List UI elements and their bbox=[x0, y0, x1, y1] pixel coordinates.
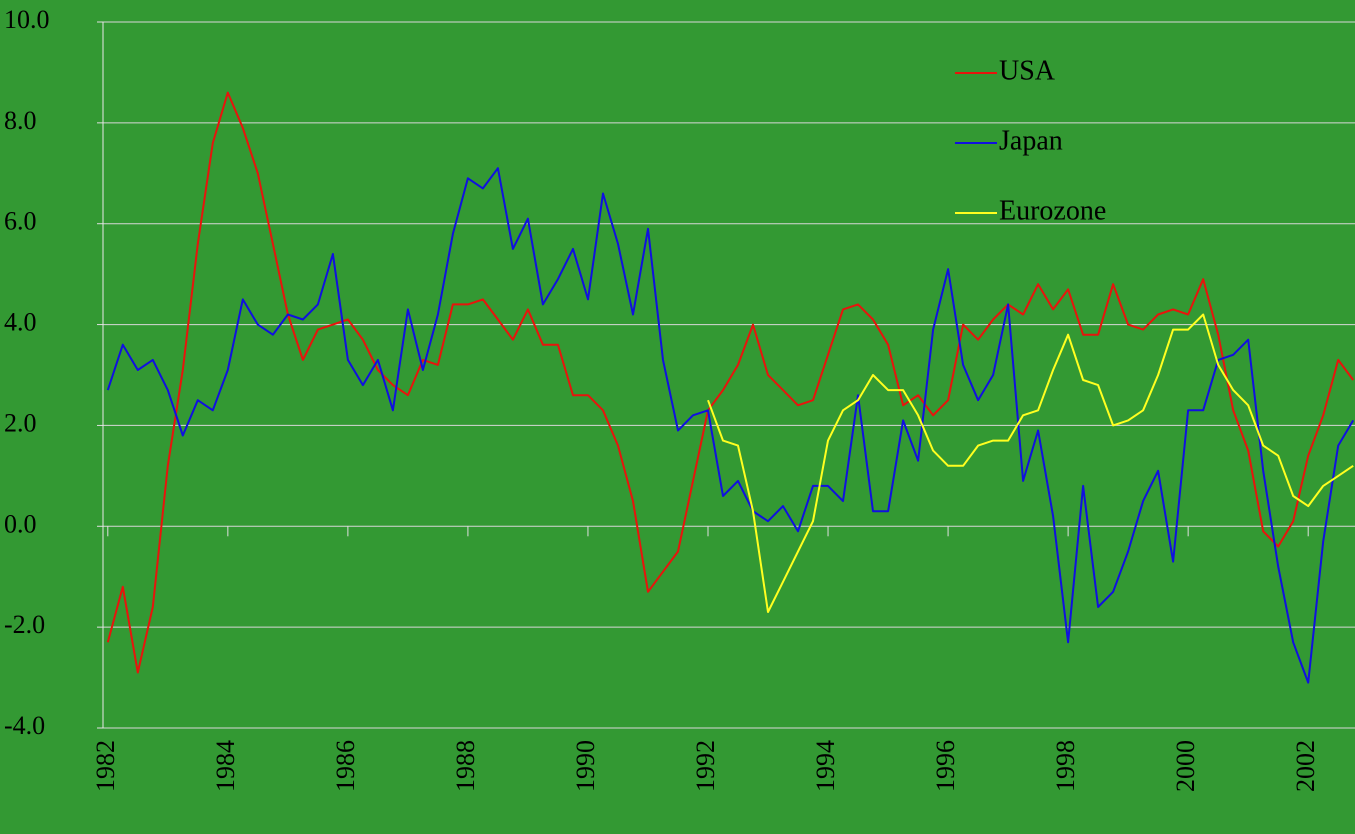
x-tick-label: 1992 bbox=[691, 740, 720, 792]
x-tick-label: 1996 bbox=[931, 740, 960, 792]
plot-area bbox=[106, 91, 1355, 684]
y-tick-label: 4.0 bbox=[4, 308, 37, 337]
y-tick-label: 0.0 bbox=[4, 509, 37, 538]
y-tick-label: 2.0 bbox=[4, 408, 37, 437]
legend-label: USA bbox=[999, 55, 1056, 86]
legend-label: Eurozone bbox=[999, 195, 1106, 226]
x-tick-label: 2000 bbox=[1171, 740, 1200, 792]
x-tick-label: 1986 bbox=[331, 740, 360, 792]
y-tick-label: 10.0 bbox=[4, 5, 50, 34]
x-tick-label: 1998 bbox=[1051, 740, 1080, 792]
x-tick-label: 1990 bbox=[571, 740, 600, 792]
x-tick-label: 1994 bbox=[811, 740, 840, 792]
legend-label: Japan bbox=[999, 125, 1063, 156]
y-tick-label: 8.0 bbox=[4, 106, 37, 135]
series-line bbox=[106, 167, 1355, 684]
x-tick-label: 2002 bbox=[1291, 740, 1320, 792]
series-line bbox=[707, 313, 1354, 613]
series-line bbox=[106, 91, 1355, 674]
y-tick-label: -2.0 bbox=[4, 610, 45, 639]
x-tick-label: 1984 bbox=[211, 740, 240, 792]
y-tick-label: -4.0 bbox=[4, 711, 45, 740]
x-tick-label: 1988 bbox=[451, 740, 480, 792]
x-tick-label: 1982 bbox=[91, 740, 120, 792]
y-tick-label: 6.0 bbox=[4, 207, 37, 236]
